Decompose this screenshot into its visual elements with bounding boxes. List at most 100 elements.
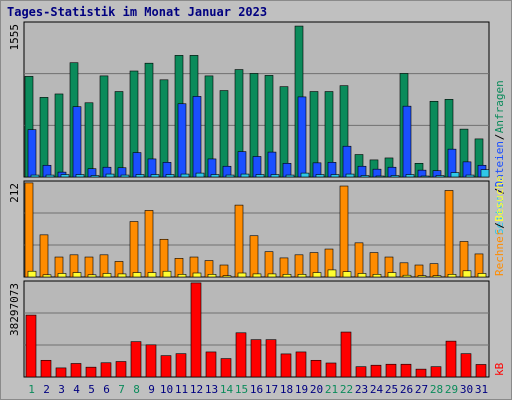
bottom-panel: 38297073: [8, 280, 490, 378]
bottom-panel-bar-kb-day-11: [175, 353, 187, 378]
top-panel-bar-dateien-day-26: [402, 105, 412, 178]
top-panel-bar-seiten-day-29: [450, 172, 460, 178]
top-panel-bar-seiten-day-12: [195, 172, 205, 178]
middle-panel-bar-besuche-day-6: [102, 273, 112, 278]
top-panel-bar-dateien-day-15: [237, 151, 247, 178]
top-panel-legend-separator: /: [493, 188, 506, 195]
top-panel-bar-seiten-day-23: [360, 175, 370, 178]
bottom-panel-max-label: 38297073: [8, 283, 21, 336]
top-panel-bar-seiten-day-2: [45, 174, 55, 178]
top-panel-bar-dateien-day-4: [72, 106, 82, 178]
middle-panel-bar-besuche-day-7: [117, 273, 127, 278]
middle-panel-max-label: 212: [8, 183, 21, 203]
top-panel-bar-dateien-day-17: [267, 151, 277, 178]
top-panel-bar-seiten-day-16: [255, 174, 265, 178]
day-label-26: 26: [400, 383, 413, 396]
middle-panel-bar-rechner-day-5: [84, 256, 94, 278]
day-label-3: 3: [58, 383, 65, 396]
middle-panel-legend-rechner: Rechner: [493, 229, 506, 276]
day-label-24: 24: [370, 383, 384, 396]
day-label-20: 20: [310, 383, 323, 396]
top-panel-bar-seiten-day-31: [480, 169, 490, 178]
top-panel-bar-seiten-day-27: [420, 175, 430, 178]
middle-panel-bar-besuche-day-5: [87, 274, 97, 278]
top-panel-max-label: 1555: [8, 24, 21, 51]
top-panel-bar-seiten-day-20: [315, 174, 325, 178]
middle-panel-bar-besuche-day-26: [402, 274, 412, 278]
bottom-panel-bar-kb-day-30: [460, 353, 472, 378]
top-panel-legend-anfragen: Anfragen: [493, 80, 506, 133]
middle-panel-bar-besuche-day-15: [237, 272, 247, 278]
day-label-10: 10: [160, 383, 173, 396]
top-panel-legend-seiten: Seiten: [493, 195, 506, 235]
middle-panel-bar-besuche-day-2: [42, 274, 52, 278]
middle-panel-bar-rechner-day-28: [429, 263, 439, 278]
day-label-2: 2: [43, 383, 50, 396]
top-panel-bar-seiten-day-30: [465, 174, 475, 178]
top-panel-bar-seiten-day-14: [225, 174, 235, 178]
top-panel-bar-anfragen-day-14: [219, 90, 229, 178]
day-label-7: 7: [118, 383, 125, 396]
middle-panel-bar-besuche-day-25: [387, 272, 397, 278]
day-label-21: 21: [325, 383, 338, 396]
top-panel-bar-seiten-day-9: [150, 174, 160, 178]
top-panel-bar-anfragen-day-3: [54, 93, 64, 178]
bottom-panel-bar-kb-day-31: [475, 364, 487, 378]
middle-panel-bar-besuche-day-10: [162, 270, 172, 278]
bottom-panel-bar-kb-day-29: [445, 340, 457, 378]
day-label-1: 1: [28, 383, 35, 396]
bottom-panel-legend-kb: kB: [493, 362, 506, 376]
top-panel-bar-anfragen-day-28: [429, 100, 439, 178]
day-label-22: 22: [340, 383, 353, 396]
top-panel-bar-dateien-day-12: [192, 96, 202, 178]
day-label-29: 29: [445, 383, 458, 396]
middle-panel-bar-besuche-day-1: [27, 270, 37, 278]
bottom-panel-bar-kb-day-18: [280, 353, 292, 378]
bottom-panel-bar-kb-day-27: [415, 368, 427, 378]
chart-title: Tages-Statistik im Monat Januar 2023: [7, 5, 268, 19]
middle-panel-bar-rechner-day-29: [444, 190, 454, 278]
bottom-panel-bar-kb-day-14: [220, 358, 232, 378]
day-label-11: 11: [175, 383, 188, 396]
middle-panel-bar-besuche-day-17: [267, 273, 277, 278]
bottom-panel-bar-kb-day-8: [130, 341, 142, 378]
top-panel-bar-seiten-day-7: [120, 174, 130, 178]
top-panel-bar-seiten-day-1: [30, 174, 40, 178]
middle-panel-bar-rechner-day-27: [414, 264, 424, 278]
day-label-4: 4: [73, 383, 80, 396]
day-label-9: 9: [148, 383, 155, 396]
middle-panel-bar-besuche-day-11: [177, 274, 187, 278]
bottom-panel-bar-kb-day-23: [355, 366, 367, 378]
middle-panel-bar-rechner-day-16: [249, 235, 259, 278]
middle-panel-bar-rechner-day-23: [354, 242, 364, 278]
middle-panel-bar-besuche-day-22: [342, 271, 352, 278]
bottom-panel-bar-kb-day-16: [250, 339, 262, 378]
top-panel-bar-seiten-day-21: [330, 174, 340, 178]
top-panel-bar-seiten-day-19: [300, 172, 310, 178]
middle-panel-bar-besuche-day-29: [447, 274, 457, 278]
top-panel-bar-dateien-day-8: [132, 152, 142, 178]
bottom-panel-bar-kb-day-22: [340, 331, 352, 378]
top-panel-bar-seiten-day-26: [405, 174, 415, 178]
bottom-panel-bar-kb-day-26: [400, 363, 412, 378]
top-panel-bar-dateien-day-19: [297, 96, 307, 178]
bottom-panel-bar-kb-day-4: [70, 363, 82, 378]
top-panel-legend-separator: /: [493, 134, 506, 141]
day-label-15: 15: [235, 383, 248, 396]
day-label-31: 31: [475, 383, 488, 396]
top-panel-bar-seiten-day-13: [210, 174, 220, 178]
middle-panel-bar-besuche-day-12: [192, 272, 202, 278]
middle-panel-bar-rechner-day-1: [24, 182, 34, 278]
top-panel-bar-seiten-day-8: [135, 174, 145, 178]
top-panel-bar-anfragen-day-7: [114, 91, 124, 178]
middle-panel-bar-rechner-day-19: [294, 254, 304, 278]
bottom-panel-bar-kb-day-17: [265, 339, 277, 378]
bottom-panel-bar-kb-day-7: [115, 361, 127, 378]
top-panel-bar-dateien-day-30: [462, 161, 472, 178]
top-panel-legend-dateien: Dateien: [493, 141, 506, 187]
day-label-17: 17: [265, 383, 278, 396]
middle-panel-bar-rechner-day-15: [234, 204, 244, 278]
top-panel-bar-seiten-day-6: [105, 173, 115, 178]
top-panel-bar-seiten-day-17: [270, 174, 280, 178]
